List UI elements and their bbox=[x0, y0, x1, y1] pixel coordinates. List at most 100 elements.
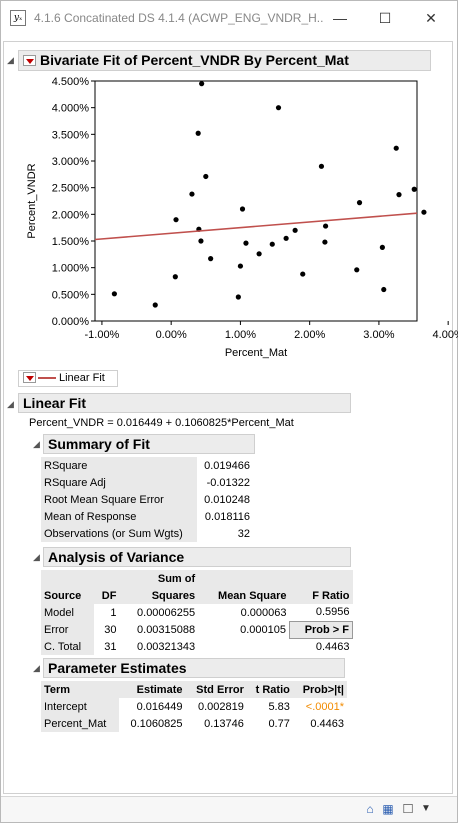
data-point[interactable] bbox=[300, 271, 306, 277]
data-point[interactable] bbox=[199, 81, 205, 87]
prob-t-header: Prob>|t| bbox=[292, 681, 347, 698]
home-icon[interactable]: ⌂ bbox=[366, 802, 374, 816]
summary-label: RSquare Adj bbox=[41, 474, 198, 491]
collapse-anova-icon[interactable]: ◢ bbox=[33, 552, 40, 562]
params-title: Parameter Estimates bbox=[48, 660, 187, 676]
ms-cell bbox=[198, 638, 289, 655]
y-tick-label: 1.000% bbox=[52, 263, 90, 275]
df-cell: 30 bbox=[104, 623, 117, 636]
summary-table: RSquare 0.019466 RSquare Adj -0.01322 Root M… bbox=[41, 457, 253, 542]
y-tick-label: 0.000% bbox=[52, 316, 90, 328]
fit-line-swatch bbox=[38, 377, 56, 380]
data-point[interactable] bbox=[198, 238, 204, 244]
data-point[interactable] bbox=[239, 206, 246, 212]
collapse-linear-fit-icon[interactable]: ◢ bbox=[7, 399, 14, 409]
data-point[interactable] bbox=[292, 227, 298, 233]
data-point[interactable] bbox=[396, 192, 402, 198]
f-cell: 0.5956 bbox=[315, 606, 350, 619]
plot-frame bbox=[94, 80, 418, 322]
data-point[interactable] bbox=[411, 186, 417, 192]
t-ratio-cell: 0.77 bbox=[268, 717, 290, 730]
bivariate-header[interactable]: Bivariate Fit of Percent_VNDR By Percent… bbox=[18, 50, 431, 71]
data-point[interactable] bbox=[275, 105, 282, 111]
data-point[interactable] bbox=[318, 163, 325, 169]
collapse-params-icon[interactable]: ◢ bbox=[33, 663, 40, 673]
anova-header-blank bbox=[198, 570, 290, 587]
ss-cell: 0.00006255 bbox=[137, 606, 196, 619]
data-point[interactable] bbox=[235, 294, 241, 300]
data-point[interactable] bbox=[356, 200, 363, 206]
x-axis-label: Percent_Mat bbox=[225, 347, 287, 359]
data-point[interactable] bbox=[195, 130, 201, 136]
anova-header-blank bbox=[41, 570, 95, 587]
data-point[interactable] bbox=[237, 263, 244, 269]
std-error-cell: 0.13746 bbox=[204, 717, 244, 730]
params-header[interactable]: Parameter Estimates bbox=[43, 658, 345, 678]
data-point[interactable] bbox=[322, 239, 328, 245]
status-bar: ⌂ ▦ □ ▼ bbox=[1, 796, 457, 822]
table-icon[interactable]: ▦ bbox=[382, 802, 394, 816]
table-row: RSquare 0.019466 bbox=[41, 457, 253, 474]
data-point[interactable] bbox=[189, 191, 195, 197]
y-tick-label: 1.500% bbox=[52, 236, 90, 248]
data-point[interactable] bbox=[354, 267, 360, 273]
linear-fit-legend[interactable]: Linear Fit bbox=[18, 370, 118, 387]
data-point[interactable] bbox=[393, 145, 399, 151]
data-point[interactable] bbox=[381, 286, 387, 293]
y-tick-label: 0.500% bbox=[52, 289, 90, 301]
data-point[interactable] bbox=[172, 274, 178, 280]
title-bar[interactable]: yₓ 4.1.6 Concatinated DS 4.1.4 (ACWP_ENG… bbox=[1, 1, 457, 35]
summary-header[interactable]: Summary of Fit bbox=[43, 434, 255, 454]
y-tick-label: 2.500% bbox=[52, 183, 90, 195]
data-point[interactable] bbox=[421, 209, 427, 215]
close-button[interactable]: ✕ bbox=[425, 10, 437, 26]
red-triangle-menu-icon[interactable] bbox=[23, 371, 36, 383]
anova-table: Sum of Source DF Squares Mean Square F R… bbox=[41, 570, 353, 655]
prob-t-cell: <.0001* bbox=[305, 700, 344, 713]
data-point[interactable] bbox=[152, 302, 158, 308]
checkbox-icon[interactable]: □ bbox=[403, 800, 413, 817]
df-header: DF bbox=[94, 587, 120, 604]
dropdown-icon[interactable]: ▼ bbox=[421, 803, 431, 814]
y-tick-label: 2.000% bbox=[52, 209, 90, 221]
maximize-button[interactable]: ☐ bbox=[378, 10, 392, 26]
f-cell: 0.4463 bbox=[315, 640, 350, 653]
table-row: Mean of Response 0.018116 bbox=[41, 508, 253, 525]
estimate-cell: 0.016449 bbox=[136, 700, 183, 713]
estimate-cell: 0.1060825 bbox=[130, 717, 183, 730]
anova-header[interactable]: Analysis of Variance bbox=[43, 547, 351, 567]
f-ratio-header: F Ratio bbox=[289, 587, 353, 604]
data-point[interactable] bbox=[379, 244, 385, 250]
data-point[interactable] bbox=[173, 217, 179, 223]
ss-header-top: Sum of bbox=[119, 570, 199, 587]
data-point[interactable] bbox=[203, 173, 209, 180]
collapse-summary-icon[interactable]: ◢ bbox=[33, 439, 40, 449]
estimate-header: Estimate bbox=[119, 681, 186, 698]
scatter-plot[interactable]: 0.000% 0.500% 1.000% 1.500% 2.000% 2.500% 3.00… bbox=[1, 1, 458, 371]
linear-fit-line[interactable] bbox=[94, 212, 418, 241]
data-point[interactable] bbox=[208, 256, 214, 262]
linear-fit-header[interactable]: Linear Fit bbox=[18, 393, 351, 413]
data-point[interactable] bbox=[322, 223, 329, 229]
data-point[interactable] bbox=[111, 291, 117, 297]
table-row: Observations (or Sum Wgts) 32 bbox=[41, 525, 253, 542]
ss-header-bottom: Squares bbox=[119, 587, 199, 604]
x-tick-label: 2.00% bbox=[294, 329, 325, 341]
collapse-bivariate-icon[interactable]: ◢ bbox=[7, 55, 14, 65]
std-error-cell: 0.002819 bbox=[197, 700, 244, 713]
minimize-button[interactable]: — bbox=[333, 10, 347, 26]
linear-fit-title: Linear Fit bbox=[23, 395, 87, 411]
red-triangle-menu-icon[interactable] bbox=[23, 54, 36, 66]
params-table: Term Estimate Std Error t Ratio Prob>|t|… bbox=[41, 681, 347, 732]
anova-header-blank bbox=[94, 570, 120, 587]
table-row: Error 30 0.00315088 0.000105 Prob > F bbox=[41, 620, 353, 639]
data-point[interactable] bbox=[243, 240, 249, 246]
t-ratio-header: t Ratio bbox=[246, 681, 293, 698]
summary-title: Summary of Fit bbox=[48, 436, 150, 452]
data-point[interactable] bbox=[269, 241, 275, 247]
data-point[interactable] bbox=[256, 251, 262, 257]
data-point[interactable] bbox=[283, 235, 289, 241]
term-header: Term bbox=[41, 681, 120, 698]
summary-value: -0.01322 bbox=[206, 476, 250, 489]
anova-header-blank bbox=[289, 570, 353, 587]
